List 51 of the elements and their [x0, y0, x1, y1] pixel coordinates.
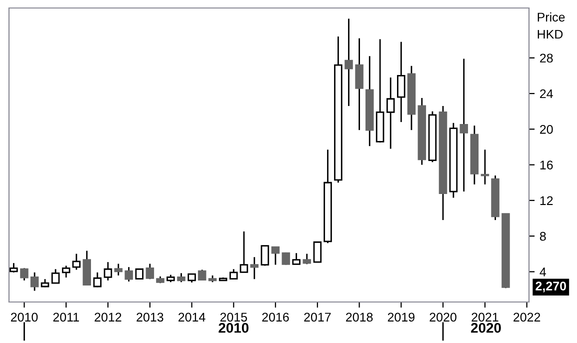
x-tick-label: 2011	[53, 312, 79, 322]
y-tick-label: 12	[540, 196, 553, 205]
y-axis-title: Price HKD	[538, 12, 565, 39]
candlestick	[10, 262, 18, 274]
candlestick	[114, 263, 123, 276]
candlestick	[480, 148, 490, 186]
candlestick	[93, 272, 102, 288]
candlestick	[72, 253, 81, 270]
candlestick	[386, 76, 395, 150]
text: 2010	[218, 322, 249, 333]
candlestick	[124, 266, 133, 282]
x-tick-label: 2018	[346, 312, 373, 322]
x-tick-label: 2013	[136, 312, 164, 322]
candlestick	[104, 261, 112, 282]
x-tick-label: 2010	[10, 312, 38, 322]
candlestick	[313, 241, 322, 263]
candlestick	[271, 246, 280, 266]
candlestick	[240, 230, 248, 273]
y-tick-label: 20	[540, 124, 553, 134]
candlestick	[355, 38, 364, 131]
x-tick-label: 2014	[178, 312, 206, 322]
candlestick	[30, 272, 39, 292]
candlestick	[292, 252, 300, 265]
y-tick-label: 8	[540, 232, 546, 241]
y-tick-label: 4	[540, 268, 546, 276]
candlestick	[344, 18, 353, 107]
x-tick-label: 2022	[514, 312, 540, 322]
candlestick	[282, 252, 290, 266]
x-tick-label: 2020	[430, 312, 456, 322]
x-tick-label: 2019	[388, 312, 414, 322]
x-tick-label: 2021	[472, 312, 498, 322]
x-tick-label: 2012	[94, 312, 122, 322]
x-tick-label: 2016	[262, 312, 289, 322]
candlestick	[198, 269, 206, 282]
candlestick	[51, 268, 60, 284]
candlestick	[460, 58, 468, 192]
candlestick	[250, 256, 259, 280]
annotation: 2,270	[536, 282, 566, 292]
x-tick-label: 2015	[220, 312, 248, 322]
y-tick-label: 24	[540, 89, 553, 98]
candlestick	[135, 268, 144, 280]
y-tick-label: 16	[540, 160, 553, 170]
text: 2020	[471, 322, 501, 333]
x-tick-label: 2017	[304, 312, 331, 322]
candlestick	[397, 41, 406, 123]
y-tick-label: 28	[540, 54, 553, 63]
candlestick	[146, 263, 154, 280]
candlestick	[62, 265, 70, 278]
candlestick	[229, 268, 238, 280]
candlestick	[20, 267, 28, 282]
candlestick	[260, 245, 270, 266]
